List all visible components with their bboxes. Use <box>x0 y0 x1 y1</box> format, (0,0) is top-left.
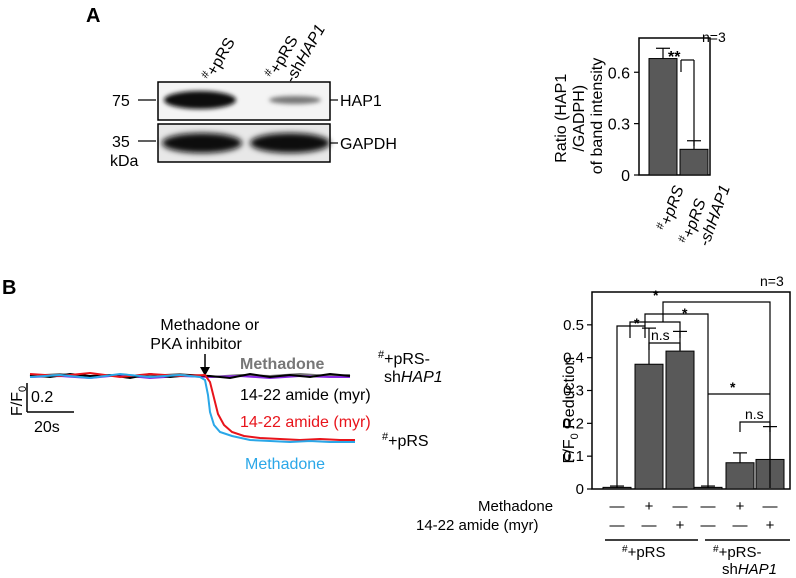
calcium-traces <box>29 371 355 444</box>
trace-label-amide-red: 14-22 amide (myr) <box>240 414 371 431</box>
chart-b-sig-2: * <box>682 305 688 321</box>
chart-b-bar <box>725 462 755 490</box>
chart-b-ylabel: F/F0 Reduction <box>561 357 581 464</box>
svg-text:#+pRS: #+pRS <box>199 34 239 84</box>
treatment-sign-amide: — <box>733 517 748 534</box>
chart-b-nlabel: n=3 <box>760 273 784 289</box>
chart-b: F/F0 Reduction 00.10.20.30.40.5 * * * * … <box>416 273 791 578</box>
chart-a-ytick-label: 0.3 <box>608 117 630 134</box>
chart-b-ytick-label: 0.3 <box>563 383 584 400</box>
row-label-amide: 14-22 amide (myr) <box>416 517 539 534</box>
chart-a-bar <box>648 58 678 176</box>
trace-label-methadone-top: Methadone <box>240 356 325 373</box>
treatment-sign-methadone: + <box>736 498 745 515</box>
row-label-methadone: Methadone <box>478 498 553 515</box>
chart-b-group-shhap1: #+pRS- <box>713 544 762 561</box>
chart-b-group-prs: #+pRS <box>622 544 666 561</box>
group-label-shhap1: #+pRS- <box>378 349 430 368</box>
scale-bar: 0.2 20s F/F0 <box>9 383 74 436</box>
chart-b-ytick-label: 0.4 <box>563 350 584 367</box>
trace-blue <box>29 372 355 444</box>
treatment-sign-amide: + <box>766 517 775 534</box>
band-label-gapdh: GAPDH <box>340 136 397 153</box>
lane-label-prs: #+pRS <box>199 34 239 84</box>
scale-f-label: F/F0 <box>9 386 29 416</box>
chart-b-sig-1: * <box>653 287 659 303</box>
chart-b-ytick-label: 0.5 <box>563 317 584 334</box>
blot-hap1 <box>157 81 331 121</box>
panel-a-letter: A <box>86 5 100 27</box>
chart-a-bar <box>679 148 709 176</box>
chart-b-ytick-label: 0.1 <box>563 448 584 465</box>
treatment-sign-methadone: + <box>645 498 654 515</box>
trace-label-amide-top: 14-22 amide (myr) <box>240 387 371 404</box>
chart-a-ytick-label: 0 <box>621 168 630 185</box>
chart-b-sig-ns1: n.s <box>651 327 670 343</box>
chart-b-sig-3: * <box>730 379 736 395</box>
treatment-sign-amide: + <box>676 517 685 534</box>
treatment-sign-amide: — <box>642 517 657 534</box>
lane-label-shhap1: #+pRS -shHAP1 <box>262 22 329 86</box>
marker-75: 75 <box>112 93 130 110</box>
chart-a-xlabel-shhap1: #+pRS -shHAP1 <box>676 183 734 249</box>
trace-red <box>29 371 355 442</box>
marker-35: 35 <box>112 134 130 151</box>
treatment-sign-methadone: — <box>763 498 778 515</box>
chart-b-bar <box>665 350 695 490</box>
chart-b-sig-0: * <box>634 315 640 331</box>
trace-label-methadone-blue: Methadone <box>245 456 325 473</box>
treatment-sign-methadone: — <box>610 498 625 515</box>
scale-x-label: 20s <box>34 419 60 436</box>
chart-a: Ratio (HAP1 /GADPH) of band intensity 0 0… <box>553 29 734 249</box>
chart-b-sig-ns2: n.s <box>745 406 764 422</box>
arrow-label: Methadone or PKA inhibitor <box>150 317 263 353</box>
chart-b-ytick-label: 0.2 <box>563 415 584 432</box>
treatment-sign-methadone: — <box>673 498 688 515</box>
scale-y-label: 0.2 <box>31 389 53 406</box>
chart-a-nlabel: n=3 <box>702 29 726 45</box>
chart-b-group-shhap1-line2: shHAP1 <box>722 561 777 578</box>
chart-a-ylabel: Ratio (HAP1 /GADPH) of band intensity <box>553 58 606 175</box>
treatment-sign-amide: — <box>701 517 716 534</box>
group-label-shhap1-line2: shHAP1 <box>384 369 443 386</box>
treatment-sign-methadone: — <box>701 498 716 515</box>
panel-b-letter: B <box>2 277 16 299</box>
blot-gapdh <box>157 123 331 163</box>
chart-a-ytick-label: 0.6 <box>608 65 630 82</box>
band-label-hap1: HAP1 <box>340 93 382 110</box>
treatment-sign-amide: — <box>610 517 625 534</box>
chart-b-ytick-label: 0 <box>576 481 584 498</box>
chart-a-sig: ** <box>668 49 681 66</box>
marker-unit: kDa <box>110 153 139 170</box>
group-label-prs: #+pRS <box>382 431 429 450</box>
chart-b-bar <box>634 363 664 490</box>
